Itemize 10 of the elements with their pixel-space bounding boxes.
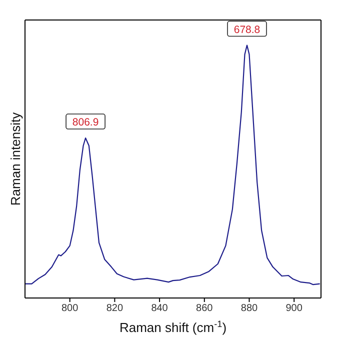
y-axis-title: Raman intensity <box>8 112 23 206</box>
x-tick-label: 860 <box>196 303 214 314</box>
annotation: 678.8 <box>234 24 260 36</box>
x-tick-label: 900 <box>286 303 303 314</box>
annotation: 806.9 <box>72 116 99 129</box>
x-tick-label: 840 <box>151 303 168 314</box>
x-tick-label: 800 <box>62 303 79 314</box>
x-axis-title: Raman shift (cm$^{-1}$) <box>119 319 227 335</box>
x-tick-label: 820 <box>106 303 124 314</box>
x-tick-label: 880 <box>240 303 258 314</box>
